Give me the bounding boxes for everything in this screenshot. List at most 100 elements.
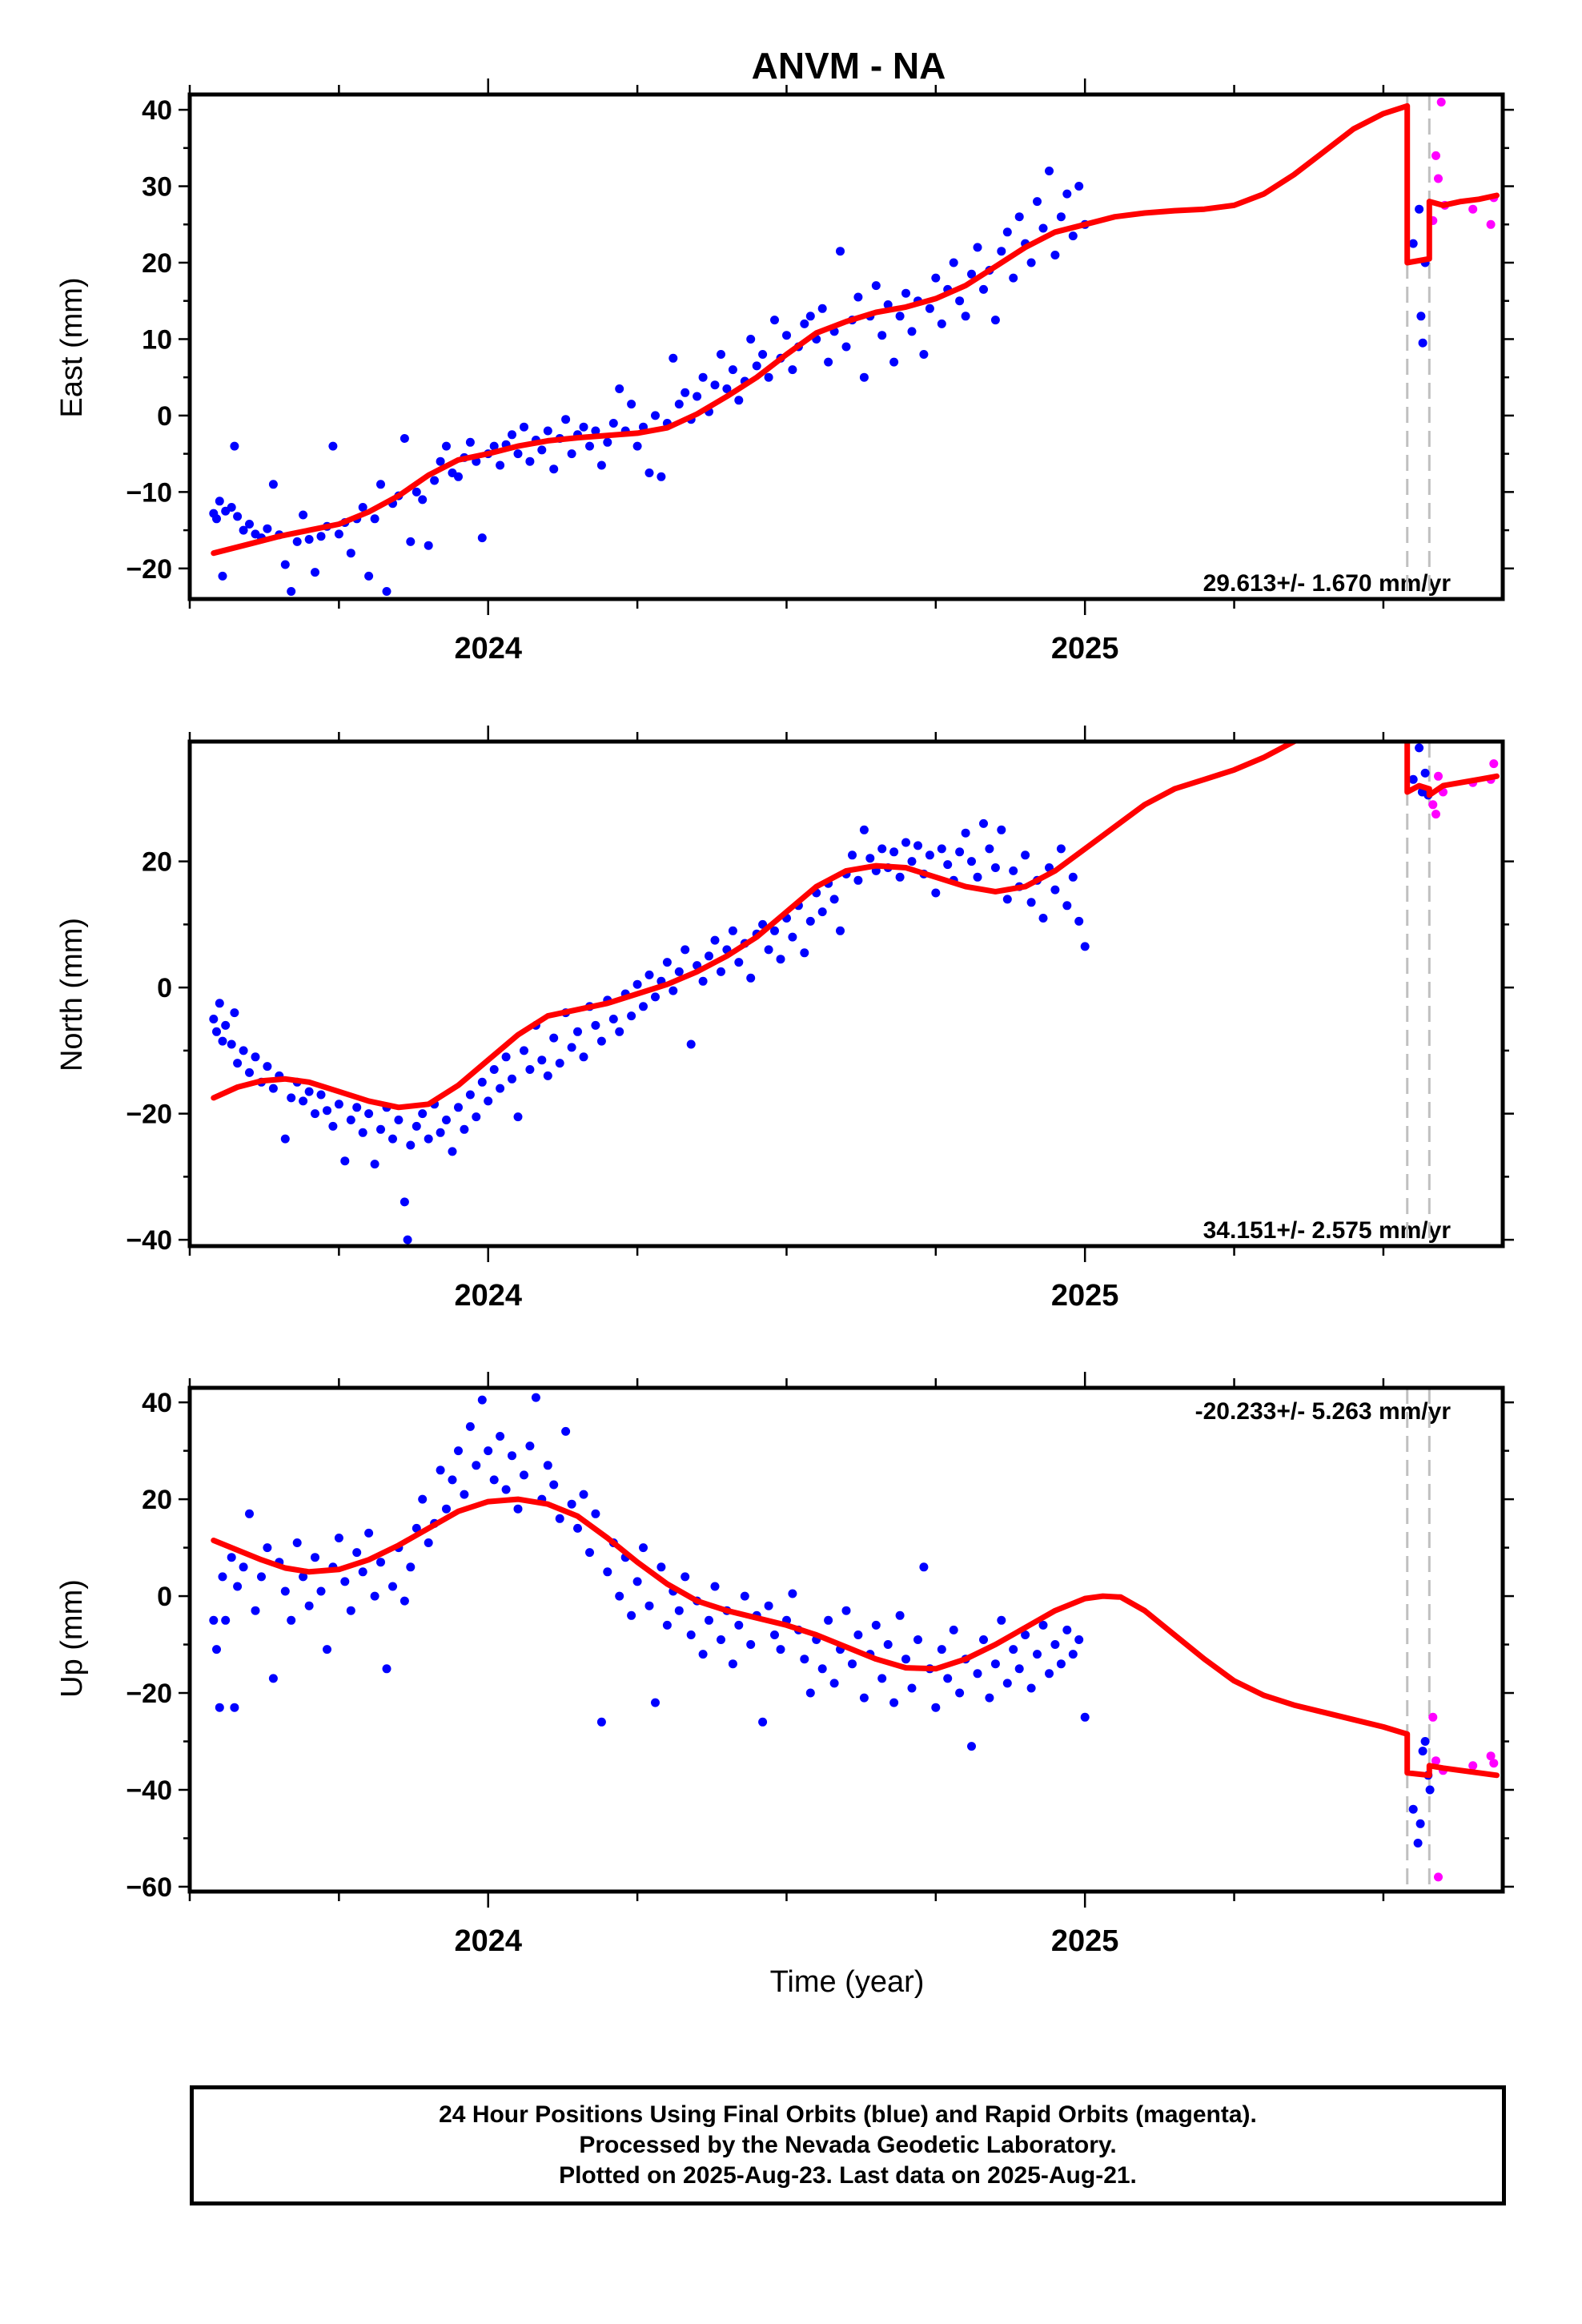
final-point — [334, 529, 343, 539]
final-point — [489, 1475, 499, 1485]
final-point — [465, 1421, 475, 1431]
final-point — [311, 1553, 319, 1562]
final-point — [1068, 231, 1078, 241]
final-point — [764, 945, 773, 955]
y-tick-label: 20 — [142, 847, 172, 878]
final-point — [477, 1395, 487, 1405]
final-point — [925, 304, 934, 313]
final-point — [931, 1703, 941, 1712]
final-point — [770, 316, 779, 325]
final-point — [346, 549, 355, 558]
final-point — [1045, 167, 1054, 175]
rapid-point — [1486, 219, 1496, 229]
final-point — [555, 1514, 564, 1523]
final-point — [484, 1446, 493, 1456]
final-point — [1002, 895, 1012, 904]
final-point — [382, 1664, 391, 1674]
final-point — [508, 430, 516, 440]
final-point — [973, 872, 982, 882]
final-point — [268, 1084, 278, 1093]
final-point — [937, 844, 946, 854]
final-point — [358, 1567, 367, 1577]
final-point — [472, 1112, 481, 1122]
final-point — [1056, 844, 1066, 854]
final-point — [1026, 1683, 1036, 1693]
y-tick-label: 10 — [142, 324, 172, 355]
final-point — [460, 1124, 469, 1134]
rate-label-north: 34.151+/- 2.575 mm/yr — [1203, 1217, 1452, 1244]
final-point — [728, 1659, 737, 1669]
final-point — [919, 1562, 929, 1572]
final-point — [746, 973, 756, 983]
x-tick-label: 2025 — [1051, 1924, 1119, 1958]
final-point — [239, 525, 248, 535]
final-point — [752, 361, 761, 371]
final-point — [591, 426, 600, 436]
final-point — [1418, 338, 1427, 348]
final-point — [973, 243, 982, 252]
final-point — [913, 841, 922, 850]
final-point — [292, 537, 302, 546]
final-point — [591, 1509, 600, 1518]
final-point — [358, 1128, 367, 1137]
final-point — [979, 1635, 988, 1644]
final-point — [705, 1615, 713, 1625]
final-point — [233, 1582, 243, 1591]
final-point — [1415, 1819, 1425, 1828]
rapid-point — [1489, 759, 1499, 769]
final-point — [268, 1674, 278, 1683]
final-point — [871, 281, 881, 291]
rapid-point — [1434, 771, 1443, 781]
final-point — [901, 838, 910, 847]
final-point — [370, 1591, 379, 1601]
rapid-point — [1428, 800, 1438, 810]
final-point — [973, 1669, 982, 1679]
final-point — [531, 1393, 540, 1402]
final-point — [227, 1039, 236, 1049]
final-point — [263, 1543, 272, 1553]
final-point — [949, 258, 958, 267]
final-point — [1415, 743, 1424, 753]
final-point — [218, 1036, 227, 1046]
final-point — [424, 1134, 433, 1144]
final-point — [1014, 1664, 1024, 1674]
final-point — [454, 1446, 463, 1456]
final-point — [311, 1109, 319, 1119]
final-point — [758, 350, 768, 359]
final-point — [239, 1046, 248, 1055]
final-point — [764, 1601, 773, 1610]
final-point — [549, 464, 559, 474]
y-tick-label: 0 — [157, 1582, 172, 1612]
final-point — [513, 449, 523, 459]
final-point — [412, 1523, 421, 1533]
final-point — [212, 514, 221, 524]
final-point — [585, 1548, 594, 1558]
x-tick-label: 2024 — [454, 1924, 522, 1958]
final-point — [871, 1620, 881, 1630]
final-point — [639, 1543, 648, 1553]
final-point — [442, 1504, 451, 1514]
rapid-point — [1431, 1756, 1440, 1766]
y-axis-label-up: Up (mm) — [55, 1579, 89, 1698]
rapid-point — [1431, 810, 1440, 819]
rapid-point — [1436, 98, 1446, 107]
final-point — [913, 1635, 922, 1644]
final-point — [299, 510, 308, 520]
final-point — [230, 1008, 239, 1018]
final-point — [776, 955, 785, 964]
final-point — [400, 1596, 409, 1606]
rapid-point — [1486, 1751, 1496, 1761]
final-point — [651, 1698, 660, 1707]
footer-caption-box: 24 Hour Positions Using Final Orbits (bl… — [190, 2085, 1506, 2205]
final-point — [209, 1615, 219, 1625]
final-point — [489, 441, 499, 451]
final-point — [710, 380, 720, 390]
final-point — [394, 1116, 404, 1124]
final-point — [430, 476, 440, 485]
final-point — [907, 857, 917, 866]
final-point — [758, 1717, 768, 1727]
y-tick-label: 30 — [142, 172, 172, 203]
final-point — [418, 495, 428, 505]
final-point — [245, 1509, 254, 1518]
final-point — [651, 411, 660, 420]
